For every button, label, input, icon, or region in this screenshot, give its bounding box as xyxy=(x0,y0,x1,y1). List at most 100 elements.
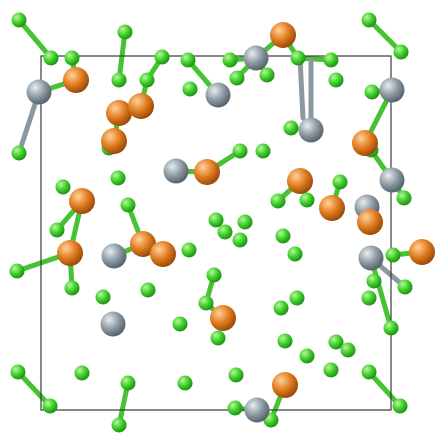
chlorine-atom xyxy=(110,170,126,186)
chlorine-atom xyxy=(361,364,377,380)
iron-atom xyxy=(150,241,176,267)
chlorine-atom xyxy=(328,334,344,350)
tin-atom xyxy=(379,167,405,193)
chlorine-atom xyxy=(182,81,198,97)
chlorine-atom xyxy=(198,295,214,311)
chlorine-atom xyxy=(181,242,197,258)
chlorine-atom xyxy=(210,330,226,346)
tin-atom xyxy=(100,311,126,337)
chlorine-atom xyxy=(111,417,127,433)
chlorine-atom xyxy=(55,179,71,195)
chlorine-atom xyxy=(11,145,27,161)
chlorine-atom xyxy=(290,50,306,66)
chlorine-atom xyxy=(180,52,196,68)
chlorine-atom xyxy=(117,24,133,40)
bond xyxy=(16,17,54,61)
iron-atom xyxy=(63,67,89,93)
chlorine-atom xyxy=(289,290,305,306)
chlorine-atom xyxy=(385,247,401,263)
chlorine-atom xyxy=(270,193,286,209)
chlorine-atom xyxy=(232,143,248,159)
bond xyxy=(15,369,53,409)
chlorine-atom xyxy=(277,333,293,349)
iron-atom xyxy=(210,305,236,331)
chlorine-atom xyxy=(332,174,348,190)
bond xyxy=(366,17,404,55)
chlorine-atom xyxy=(217,224,233,240)
iron-atom xyxy=(409,239,435,265)
chlorine-atom xyxy=(49,222,65,238)
chlorine-atom xyxy=(208,212,224,228)
chlorine-atom xyxy=(392,398,408,414)
chlorine-atom xyxy=(283,120,299,136)
chlorine-atom xyxy=(11,12,27,28)
chlorine-atom xyxy=(259,67,275,83)
chlorine-atom xyxy=(237,214,253,230)
chlorine-atom xyxy=(361,12,377,28)
chlorine-atom xyxy=(43,50,59,66)
chlorine-atom xyxy=(275,228,291,244)
chlorine-atom xyxy=(323,52,339,68)
chlorine-atom xyxy=(328,72,344,88)
chlorine-atom xyxy=(177,375,193,391)
tin-atom xyxy=(298,117,324,143)
chlorine-atom xyxy=(340,342,356,358)
tin-atom xyxy=(379,77,405,103)
chlorine-atom xyxy=(396,190,412,206)
chlorine-atom xyxy=(232,232,248,248)
bond xyxy=(297,55,306,121)
chlorine-atom xyxy=(140,282,156,298)
chlorine-atom xyxy=(323,362,339,378)
iron-atom xyxy=(69,188,95,214)
chlorine-atom xyxy=(299,192,315,208)
chlorine-atom xyxy=(227,400,243,416)
chlorine-atom xyxy=(111,72,127,88)
chlorine-atom xyxy=(366,273,382,289)
chlorine-atom xyxy=(154,49,170,65)
chlorine-atom xyxy=(361,290,377,306)
tin-atom xyxy=(101,243,127,269)
chlorine-atom xyxy=(393,44,409,60)
iron-atom xyxy=(101,128,127,154)
iron-atom xyxy=(272,372,298,398)
iron-atom xyxy=(57,240,83,266)
chlorine-atom xyxy=(229,70,245,86)
tin-atom xyxy=(244,397,270,423)
chlorine-atom xyxy=(364,84,380,100)
chlorine-atom xyxy=(172,316,188,332)
iron-atom xyxy=(128,93,154,119)
chlorine-atom xyxy=(273,300,289,316)
chlorine-atom xyxy=(64,50,80,66)
chlorine-atom xyxy=(95,289,111,305)
chlorine-atom xyxy=(64,280,80,296)
atoms-layer xyxy=(9,12,435,433)
chlorine-atom xyxy=(383,320,399,336)
chlorine-atom xyxy=(222,52,238,68)
tin-atom xyxy=(358,245,384,271)
tin-atom xyxy=(163,158,189,184)
bond xyxy=(366,369,403,409)
unit-cell-outline xyxy=(40,55,392,411)
chlorine-atom xyxy=(74,365,90,381)
chlorine-atom xyxy=(255,143,271,159)
chlorine-atom xyxy=(42,398,58,414)
chlorine-atom xyxy=(287,246,303,262)
chlorine-atom xyxy=(206,267,222,283)
chlorine-atom xyxy=(139,72,155,88)
iron-atom xyxy=(357,209,383,235)
iron-atom xyxy=(130,231,156,257)
tin-atom xyxy=(26,79,52,105)
chlorine-atom xyxy=(120,197,136,213)
iron-atom xyxy=(287,168,313,194)
chlorine-atom xyxy=(10,364,26,380)
chlorine-atom xyxy=(9,263,25,279)
tin-atom xyxy=(243,45,269,71)
iron-atom xyxy=(352,130,378,156)
chlorine-atom xyxy=(299,348,315,364)
chlorine-atom xyxy=(228,367,244,383)
iron-atom xyxy=(319,195,345,221)
iron-atom xyxy=(270,22,296,48)
chlorine-atom xyxy=(397,279,413,295)
